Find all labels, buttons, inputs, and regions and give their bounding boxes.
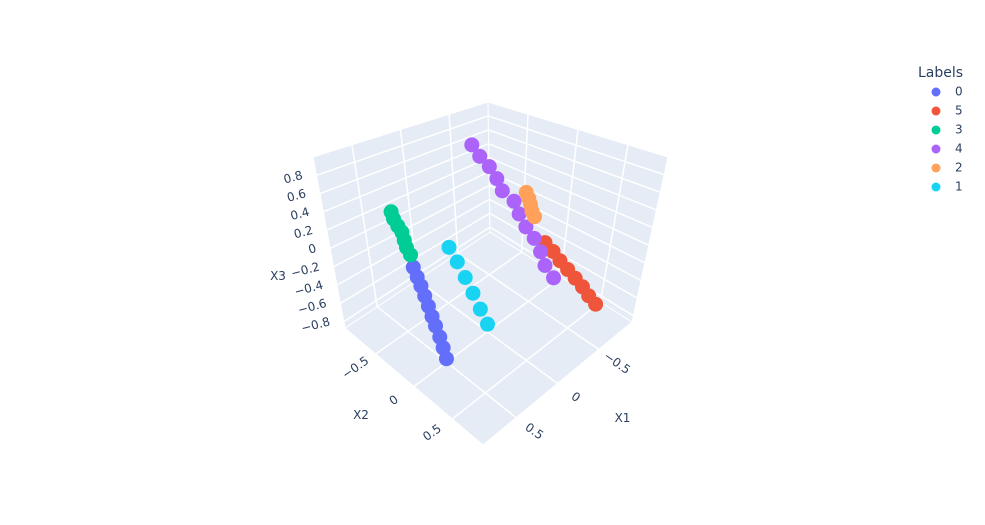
grid-line — [333, 184, 490, 268]
data-point — [494, 183, 510, 199]
data-point — [588, 296, 604, 312]
z-tick-label: 0.6 — [285, 186, 307, 204]
grid-line — [451, 301, 601, 420]
x-axis-title: X1 — [615, 411, 631, 425]
x-tick-label: 0.5 — [523, 420, 547, 442]
legend-marker — [931, 87, 941, 97]
z-tick-label: 0.4 — [289, 205, 311, 223]
data-point — [449, 254, 465, 270]
data-point — [441, 239, 457, 255]
grid-line — [488, 129, 661, 193]
z-tick-label: −0.4 — [293, 278, 325, 299]
data-point — [506, 193, 522, 209]
z-tick-label: −0.8 — [300, 314, 332, 335]
z-tick-label: −0.6 — [296, 296, 328, 317]
x-tick-label: −0.5 — [601, 349, 633, 377]
z-tick-label: −0.2 — [289, 259, 321, 280]
data-point — [537, 257, 553, 273]
legend-label: 5 — [955, 104, 963, 118]
legend-marker — [931, 144, 941, 154]
grid-line — [329, 170, 490, 250]
data-point — [457, 269, 473, 285]
grid-line — [599, 144, 629, 303]
data-point — [480, 316, 496, 332]
data-point — [465, 285, 481, 301]
data-point — [472, 148, 488, 164]
grid-line — [448, 114, 459, 254]
z-tick-label: 0 — [307, 241, 318, 257]
legend-label: 2 — [955, 161, 963, 175]
z-tick-label: 0.8 — [282, 168, 304, 186]
legend-label: 0 — [955, 85, 963, 99]
grid-line — [488, 156, 653, 229]
data-point — [526, 230, 542, 246]
grid-line — [487, 115, 665, 176]
z-axis-title: X3 — [270, 269, 286, 283]
z-tick-label: 0.2 — [292, 223, 314, 241]
grid-line — [488, 143, 657, 211]
legend-marker — [931, 106, 941, 116]
data-point — [527, 209, 543, 225]
grid-line — [316, 115, 489, 176]
grid-line — [413, 276, 562, 388]
grid-line — [351, 144, 378, 307]
data-point — [518, 219, 534, 235]
grid-line — [488, 170, 650, 246]
legend-title: Labels — [918, 65, 963, 81]
grid-line — [319, 129, 489, 195]
legend-marker — [931, 182, 941, 192]
grid-line — [336, 198, 490, 286]
data-point — [403, 247, 419, 263]
y-tick-label: 0 — [387, 392, 401, 408]
grid-line — [326, 156, 490, 231]
data-point — [533, 244, 549, 260]
y-axis-title: X2 — [353, 408, 369, 422]
y-tick-label: 0.5 — [420, 421, 444, 443]
grid-line — [375, 251, 522, 355]
grid-line — [322, 143, 489, 213]
legend-marker — [931, 125, 941, 135]
data-point — [472, 301, 488, 317]
data-point — [511, 206, 527, 222]
legend-marker — [931, 163, 941, 173]
grid-line — [560, 129, 579, 278]
y-tick-label: −0.5 — [339, 353, 371, 381]
legend-label: 1 — [955, 180, 963, 194]
data-point — [464, 137, 480, 153]
data-point — [546, 270, 562, 286]
data-point — [481, 159, 497, 175]
data-point — [438, 351, 454, 367]
x-tick-label: 0 — [569, 389, 583, 405]
legend-label: 4 — [955, 142, 963, 156]
legend-label: 3 — [955, 123, 963, 137]
data-point — [489, 171, 505, 187]
